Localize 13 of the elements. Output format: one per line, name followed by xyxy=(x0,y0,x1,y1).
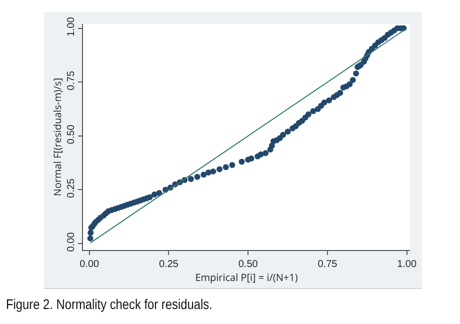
y-tick-label: 0.75 xyxy=(66,70,77,90)
x-tick-label: 0.25 xyxy=(158,259,179,270)
y-axis-title: Normal F[(residuals-m)/s] xyxy=(50,78,64,196)
x-tick-label: 1.00 xyxy=(397,259,417,270)
x-axis-title: Empirical P[i] = i/(N+1) xyxy=(195,270,298,284)
y-tick-label: 1.00 xyxy=(66,16,77,37)
x-tick-label: 0.00 xyxy=(80,259,100,270)
y-tick-label: 0.00 xyxy=(66,232,77,252)
caption: Figure 2. Normality check for residuals. xyxy=(6,296,212,312)
x-tick-label: 0.50 xyxy=(238,259,258,270)
x-tick-label: 0.75 xyxy=(318,259,338,270)
y-tick-label: 0.50 xyxy=(66,124,77,144)
y-tick-label: 0.25 xyxy=(66,178,77,198)
